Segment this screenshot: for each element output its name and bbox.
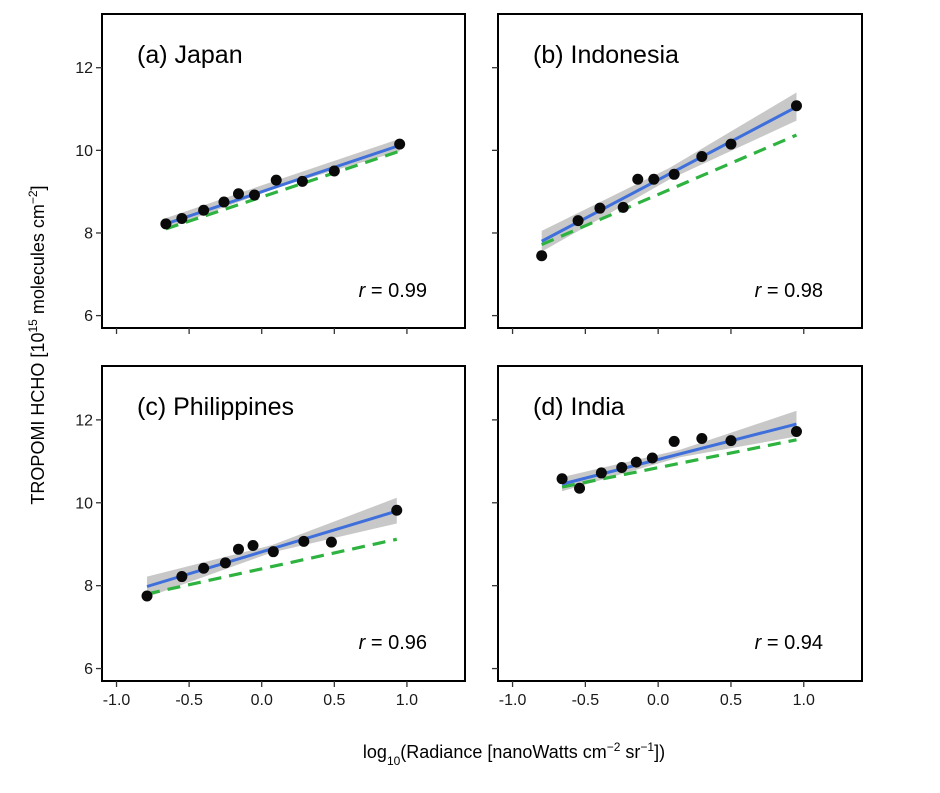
x-tick-label: -1.0	[103, 692, 131, 709]
y-tick-label: 6	[84, 308, 93, 325]
philippines-data-point	[232, 543, 244, 555]
philippines-correlation-label: r = 0.96	[359, 632, 427, 654]
x-axis-title-subscript: 10	[387, 754, 401, 768]
philippines-data-point	[267, 546, 279, 558]
philippines-data-point	[298, 535, 310, 547]
y-tick-label: 10	[75, 143, 93, 160]
japan-data-point	[198, 204, 210, 216]
japan-reference-line	[165, 149, 401, 231]
philippines-panel-title: (c) Philippines	[137, 393, 294, 421]
x-tick-label: 1.0	[396, 692, 418, 709]
x-axis-title-superscript-2: −1	[640, 740, 654, 754]
indonesia-correlation-label: r = 0.98	[755, 280, 823, 302]
y-tick-label: 12	[75, 412, 93, 429]
india-data-point	[630, 456, 642, 468]
philippines-data-point	[141, 590, 153, 602]
indonesia-data-point	[648, 173, 660, 185]
philippines-data-point	[247, 539, 259, 551]
x-tick-label: 0.5	[720, 692, 742, 709]
india-panel-title: (d) India	[533, 393, 625, 421]
indonesia-data-point	[725, 138, 737, 150]
correlation-symbol: r	[359, 632, 367, 654]
indonesia-data-point	[536, 250, 548, 262]
panel-japan: 6 8 10 12 (a) Japan r = 0.99	[75, 13, 466, 334]
indonesia-confidence-band	[541, 92, 797, 252]
indonesia-data-point	[668, 168, 680, 180]
india-data-point	[616, 462, 628, 474]
y-tick-label: 8	[84, 578, 93, 595]
japan-data-point	[394, 138, 406, 150]
y-axis-title-superscript-1: 15	[26, 319, 40, 333]
japan-data-point	[160, 218, 172, 230]
x-tick-label: 0.0	[647, 692, 669, 709]
japan-panel-title: (a) Japan	[137, 41, 243, 69]
correlation-symbol: r	[359, 280, 367, 302]
indonesia-data-point	[632, 173, 644, 185]
philippines-panel-frame	[101, 365, 466, 682]
india-data-point	[574, 482, 586, 494]
y-tick-label: 10	[75, 495, 93, 512]
philippines-data-point	[391, 504, 403, 516]
y-tick-label: 8	[84, 225, 93, 242]
indonesia-data-point	[696, 151, 708, 163]
philippines-reference-line	[146, 537, 398, 596]
japan-data-point	[176, 213, 188, 225]
japan-data-point	[248, 189, 260, 201]
japan-data-point	[296, 175, 308, 187]
y-axis-title: TROPOMI HCHO [1015 molecules cm−2]	[26, 185, 48, 504]
philippines-data-point	[325, 536, 337, 548]
x-tick-label: -0.5	[175, 692, 203, 709]
india-data-point	[646, 452, 658, 464]
correlation-value: = 0.94	[761, 632, 823, 654]
india-panel-frame	[497, 365, 863, 682]
india-reference-line	[561, 438, 797, 489]
india-data-point	[696, 433, 708, 445]
y-axis-title-superscript-2: −2	[26, 190, 40, 204]
y-tick-label: 6	[84, 661, 93, 678]
japan-panel-frame	[101, 13, 466, 329]
correlation-value: = 0.99	[365, 280, 427, 302]
india-data-point	[790, 425, 802, 437]
japan-data-point	[270, 174, 282, 186]
panel-indonesia: (b) Indonesia r = 0.98	[492, 13, 863, 334]
japan-data-point	[232, 188, 244, 200]
japan-data-point	[328, 165, 340, 177]
x-tick-label: 1.0	[793, 692, 815, 709]
japan-correlation-label: r = 0.99	[359, 280, 427, 302]
indonesia-reference-line	[541, 133, 798, 247]
india-data-point	[725, 435, 737, 447]
indonesia-data-point	[594, 202, 606, 214]
panel-india: -1.0 -0.5 0.0 0.5 1.0 (d) India r = 0.94	[492, 365, 863, 709]
x-axis-title-superscript-1: −2	[607, 740, 621, 754]
philippines-data-point	[219, 557, 231, 569]
india-data-point	[556, 473, 568, 485]
panel-philippines: 6 8 10 12 -1.0 -0.5 0.0 0.5 1.0 (c) Philippines r …	[75, 365, 466, 709]
correlation-symbol: r	[755, 280, 763, 302]
x-tick-label: 0.5	[323, 692, 345, 709]
india-data-point	[595, 467, 607, 479]
x-tick-label: 0.0	[251, 692, 273, 709]
indonesia-panel-frame	[497, 13, 863, 329]
philippines-data-point	[198, 562, 210, 574]
x-tick-label: -1.0	[499, 692, 527, 709]
indonesia-data-point	[790, 100, 802, 112]
philippines-data-point	[176, 571, 188, 583]
correlation-value: = 0.98	[761, 280, 823, 302]
india-confidence-band	[562, 410, 797, 492]
x-axis-title: log10(Radiance [nanoWatts cm−2 sr−1])	[363, 740, 665, 768]
indonesia-panel-title: (b) Indonesia	[533, 41, 679, 69]
x-tick-label: -0.5	[572, 692, 600, 709]
indonesia-data-point	[617, 201, 629, 213]
correlation-symbol: r	[755, 632, 763, 654]
correlation-value: = 0.96	[365, 632, 427, 654]
indonesia-data-point	[572, 215, 584, 227]
japan-data-point	[218, 196, 230, 208]
y-tick-label: 12	[75, 60, 93, 77]
india-correlation-label: r = 0.94	[755, 632, 823, 654]
panels-layer: 6 8 10 12 (a) Japan r = 0.99 (b) Indonesia r = …	[75, 13, 863, 709]
india-data-point	[668, 435, 680, 447]
